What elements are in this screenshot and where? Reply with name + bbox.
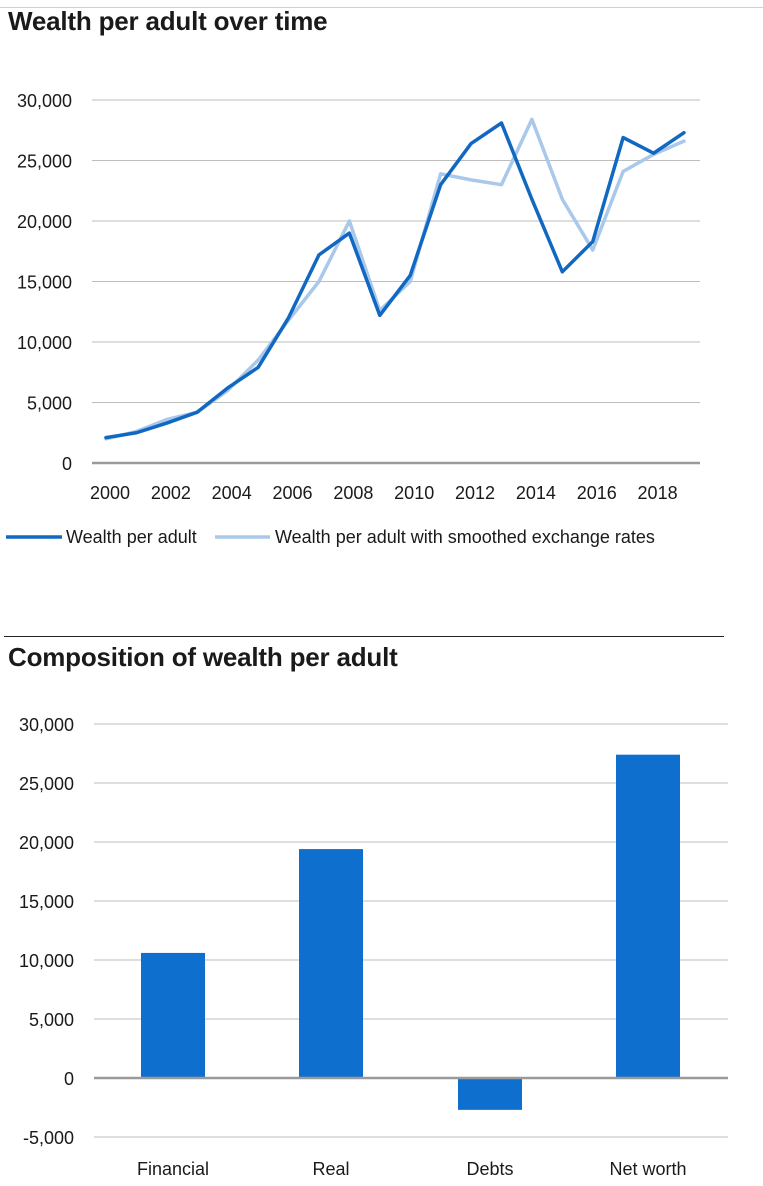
y-tick-label: 20,000 xyxy=(17,212,72,232)
y-tick-label: 5,000 xyxy=(27,394,72,414)
x-tick-label: 2014 xyxy=(516,483,556,503)
y-tick-label: 5,000 xyxy=(29,1010,74,1030)
line-chart-title: Wealth per adult over time xyxy=(8,6,328,36)
x-tick-label: 2000 xyxy=(90,483,130,503)
x-tick-label: 2002 xyxy=(151,483,191,503)
y-tick-label: 30,000 xyxy=(19,715,74,735)
x-tick-label: 2012 xyxy=(455,483,495,503)
y-tick-label: 10,000 xyxy=(17,333,72,353)
legend-label: Wealth per adult with smoothed exchange … xyxy=(275,527,655,547)
top-divider xyxy=(0,7,763,8)
bar-financial xyxy=(141,952,205,1078)
x-tick-label: 2008 xyxy=(333,483,373,503)
legend-label: Wealth per adult xyxy=(66,527,197,547)
series-line-wealth-per-adult xyxy=(104,121,686,440)
y-tick-label: 15,000 xyxy=(17,273,72,293)
x-category-label: Debts xyxy=(466,1159,513,1179)
x-category-label: Financial xyxy=(137,1159,209,1179)
x-category-label: Net worth xyxy=(609,1159,686,1179)
y-tick-label: 25,000 xyxy=(17,152,72,172)
bar-debts xyxy=(458,1078,522,1110)
y-tick-label: 30,000 xyxy=(17,91,72,111)
y-tick-label: 10,000 xyxy=(19,951,74,971)
series-line-smoothed xyxy=(104,117,686,441)
x-category-label: Real xyxy=(312,1159,349,1179)
y-tick-label: 20,000 xyxy=(19,833,74,853)
bar-net-worth xyxy=(616,754,680,1078)
bar-chart: -5,000 0 5,000 10,000 15,000 20,000 25,000 30,0… xyxy=(19,715,728,1179)
y-tick-label: 0 xyxy=(64,1069,74,1089)
y-tick-label: 0 xyxy=(62,454,72,474)
x-tick-label: 2006 xyxy=(273,483,313,503)
bar-real xyxy=(299,849,363,1078)
x-tick-label: 2010 xyxy=(394,483,434,503)
section-divider xyxy=(4,636,724,637)
line-chart: 0 5,000 10,000 15,000 20,000 25,000 30,000 2000… xyxy=(6,91,700,547)
y-tick-label: 25,000 xyxy=(19,774,74,794)
x-tick-label: 2004 xyxy=(212,483,252,503)
bar-chart-title: Composition of wealth per adult xyxy=(8,642,398,672)
y-tick-label: -5,000 xyxy=(23,1128,74,1148)
x-tick-label: 2018 xyxy=(638,483,678,503)
y-tick-label: 15,000 xyxy=(19,892,74,912)
x-tick-label: 2016 xyxy=(577,483,617,503)
